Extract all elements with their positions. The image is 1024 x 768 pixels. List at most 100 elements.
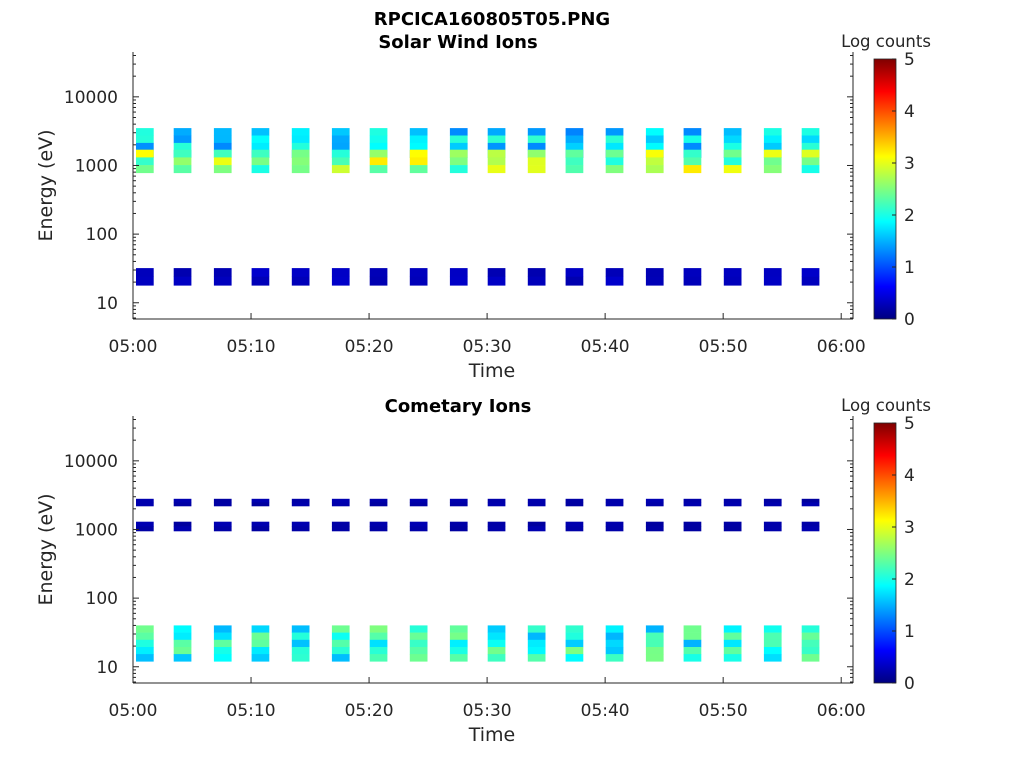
- heatmap-cell: [645, 632, 664, 641]
- heatmap-cell: [565, 498, 584, 503]
- heatmap-cell: [723, 498, 742, 503]
- y-tick-label: 10: [96, 294, 118, 314]
- heatmap-cell: [291, 625, 310, 633]
- heatmap-cell: [645, 268, 664, 277]
- heatmap-cell: [136, 276, 154, 286]
- figure-title: RPCICA160805T05.PNG: [374, 9, 610, 30]
- heatmap-cell: [251, 268, 270, 277]
- heatmap-cell: [331, 165, 350, 174]
- heatmap-cell: [291, 654, 310, 662]
- heatmap-cell: [683, 268, 702, 277]
- heatmap-cell: [645, 654, 664, 662]
- heatmap-cell: [213, 632, 232, 641]
- heatmap-cell: [409, 135, 428, 144]
- heatmap-cell: [565, 625, 584, 633]
- y-tick-label: 10: [96, 658, 118, 678]
- heatmap-cell: [801, 639, 820, 648]
- heatmap-cell: [409, 632, 428, 641]
- heatmap-cell: [565, 128, 584, 136]
- heatmap-cell: [723, 526, 742, 532]
- heatmap-cell: [763, 149, 782, 158]
- heatmap-cell: [409, 625, 428, 633]
- heatmap-cell: [527, 526, 546, 532]
- x-tick-label: 06:00: [817, 337, 866, 357]
- heatmap-cell: [527, 142, 546, 151]
- heatmap-cell: [409, 165, 428, 174]
- heatmap-cell: [605, 498, 624, 503]
- heatmap-cell: [369, 647, 388, 655]
- heatmap-cell: [565, 165, 584, 174]
- heatmap-cell: [487, 647, 506, 655]
- heatmap-cell: [173, 639, 192, 648]
- heatmap-cell: [605, 165, 624, 174]
- heatmap-cell: [173, 157, 192, 166]
- heatmap-cell: [331, 632, 350, 641]
- heatmap-cell: [645, 521, 664, 527]
- heatmap-cell: [173, 526, 192, 532]
- heatmap-cell: [291, 498, 310, 503]
- heatmap-cell: [527, 498, 546, 503]
- heatmap-cell: [565, 502, 584, 507]
- heatmap-cell: [801, 157, 820, 166]
- heatmap-cell: [763, 276, 782, 286]
- heatmap-cell: [369, 157, 388, 166]
- heatmap-cell: [409, 526, 428, 532]
- heatmap-cell: [527, 165, 546, 174]
- heatmap-cell: [605, 276, 624, 286]
- heatmap-cell: [331, 521, 350, 527]
- heatmap-cell: [331, 502, 350, 507]
- heatmap-cell: [683, 142, 702, 151]
- y-tick-label: 100: [86, 225, 118, 245]
- heatmap-cell: [251, 632, 270, 641]
- heatmap-cell: [487, 157, 506, 166]
- heatmap-cell: [763, 654, 782, 662]
- heatmap-cell: [291, 639, 310, 648]
- heatmap-cell: [369, 149, 388, 158]
- heatmap-cell: [291, 142, 310, 151]
- heatmap-cells: [136, 128, 820, 286]
- heatmap-cell: [291, 157, 310, 166]
- heatmap-cell: [173, 625, 192, 633]
- heatmap-cell: [291, 647, 310, 655]
- heatmap-cell: [605, 135, 624, 144]
- heatmap-cell: [723, 647, 742, 655]
- heatmap-cell: [605, 502, 624, 507]
- heatmap-cell: [136, 654, 154, 662]
- heatmap-cell: [723, 502, 742, 507]
- heatmap-cell: [136, 498, 154, 503]
- heatmap-cell: [173, 128, 192, 136]
- heatmap-cell: [487, 632, 506, 641]
- heatmap-cell: [527, 647, 546, 655]
- heatmap-cell: [331, 647, 350, 655]
- heatmap-cell: [683, 632, 702, 641]
- heatmap-cell: [723, 654, 742, 662]
- heatmap-cell: [763, 268, 782, 277]
- x-tick-label: 05:30: [463, 701, 512, 721]
- heatmap-cell: [723, 625, 742, 633]
- heatmap-cell: [487, 526, 506, 532]
- heatmap-cell: [763, 502, 782, 507]
- heatmap-cell: [291, 149, 310, 158]
- heatmap-cell: [331, 654, 350, 662]
- heatmap-cell: [136, 502, 154, 507]
- heatmap-cell: [369, 498, 388, 503]
- heatmap-cell: [645, 502, 664, 507]
- heatmap-cell: [683, 149, 702, 158]
- heatmap-cell: [136, 149, 154, 158]
- heatmap-cell: [801, 498, 820, 503]
- heatmap-cell: [683, 526, 702, 532]
- heatmap-cell: [251, 276, 270, 286]
- heatmap-cell: [645, 639, 664, 648]
- heatmap-cell: [487, 654, 506, 662]
- heatmap-cell: [801, 632, 820, 641]
- heatmap-cell: [645, 142, 664, 151]
- heatmap-cell: [449, 268, 468, 277]
- heatmap-cell: [605, 142, 624, 151]
- heatmap-cell: [213, 521, 232, 527]
- heatmap-cell: [487, 142, 506, 151]
- heatmap-cell: [527, 654, 546, 662]
- heatmap-cell: [565, 142, 584, 151]
- heatmap-cell: [487, 521, 506, 527]
- heatmap-cell: [645, 625, 664, 633]
- heatmap-cell: [723, 165, 742, 174]
